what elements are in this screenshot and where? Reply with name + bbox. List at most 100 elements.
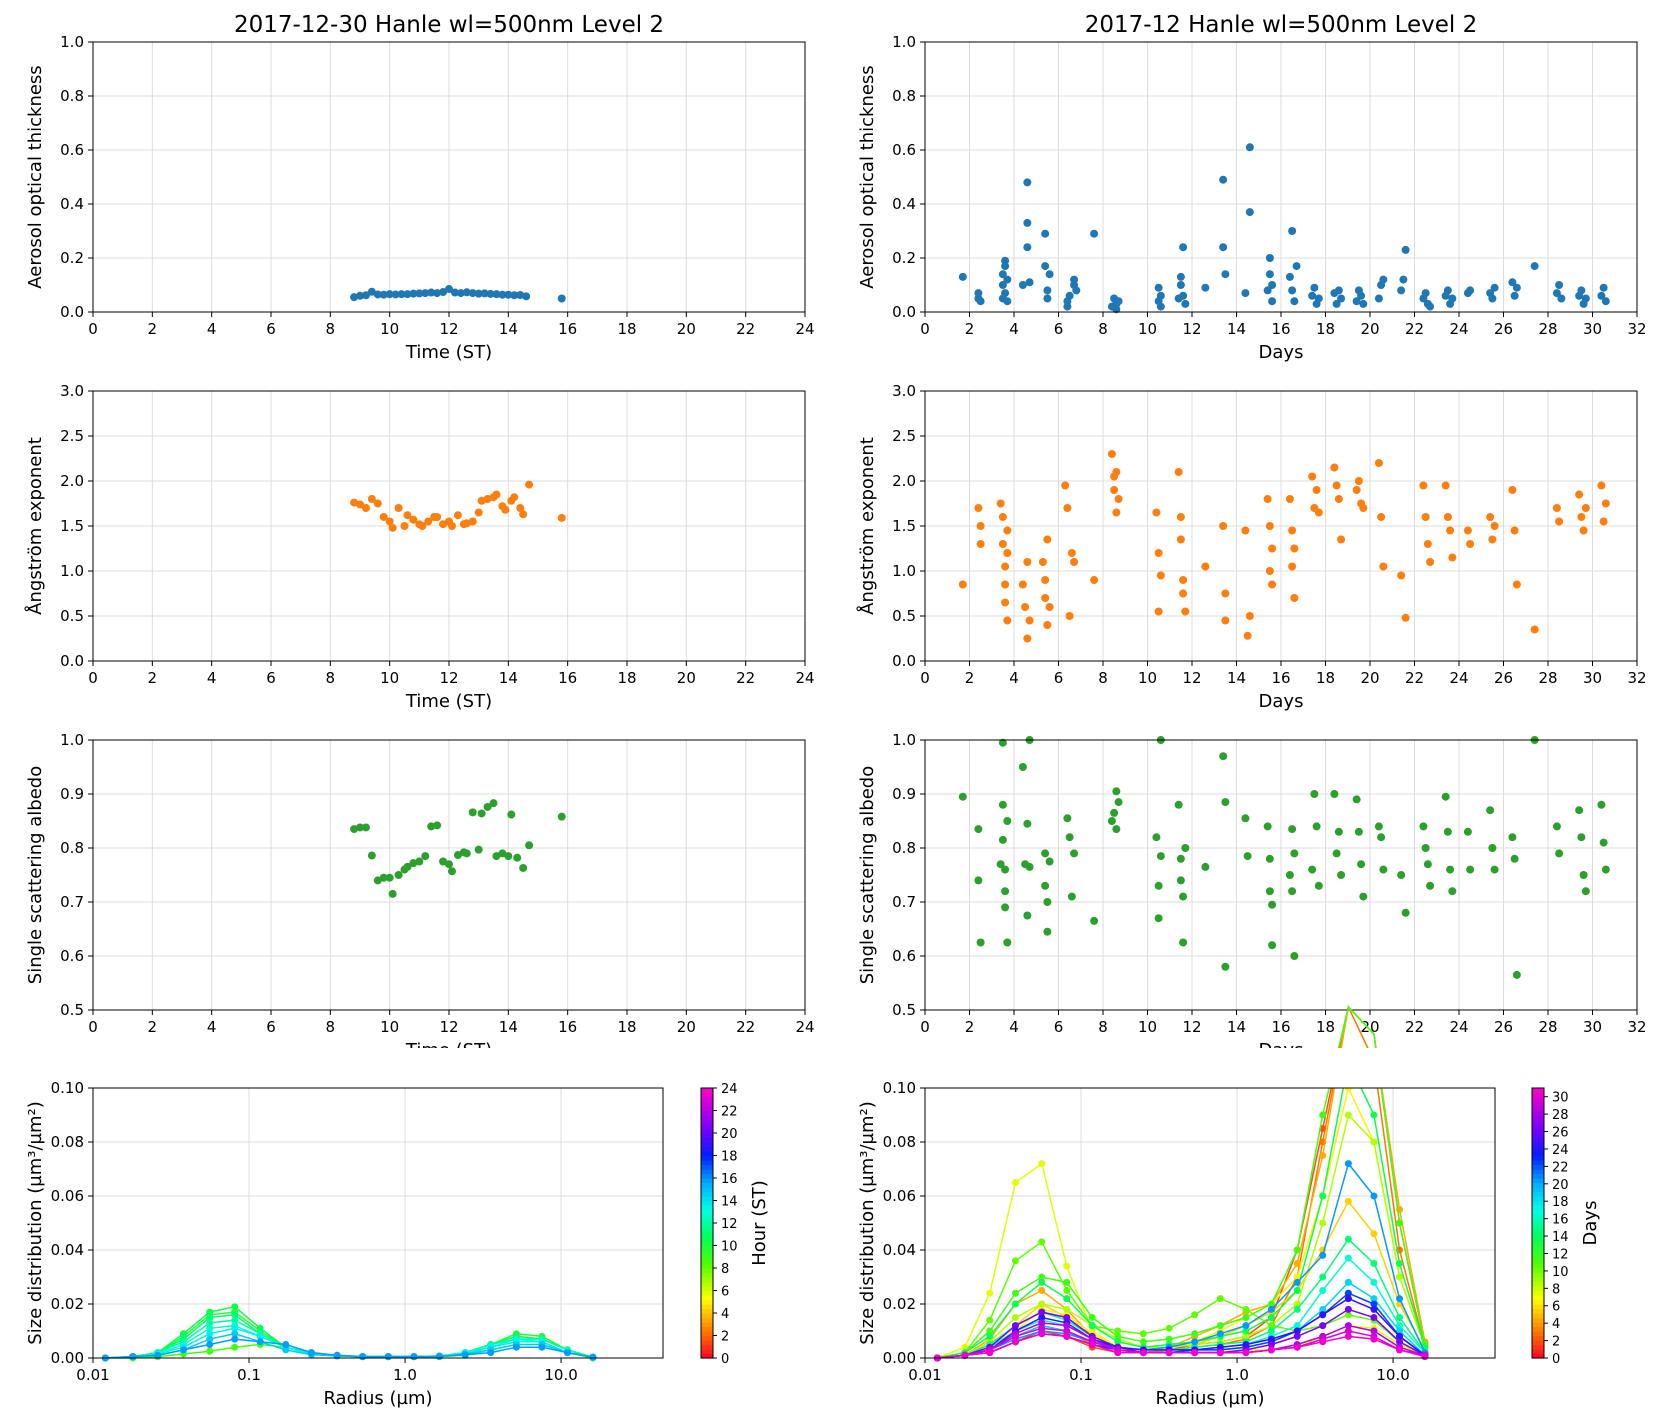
- data-point: [1552, 289, 1561, 298]
- data-point: [1219, 752, 1228, 761]
- data-point: [1063, 504, 1072, 512]
- series-point: [206, 1341, 214, 1348]
- data-marks: [958, 736, 1610, 979]
- x-tick-label: 2: [148, 669, 158, 687]
- data-point: [1308, 472, 1317, 481]
- data-point: [1597, 481, 1606, 490]
- data-point: [1359, 892, 1368, 901]
- data-point: [462, 849, 471, 858]
- data-point: [1308, 291, 1317, 300]
- data-point: [1441, 792, 1450, 801]
- colorbar-segment: [701, 1272, 713, 1278]
- series-point: [487, 1349, 495, 1357]
- data-point: [1488, 294, 1497, 303]
- data-point: [1003, 275, 1012, 284]
- data-point: [1154, 607, 1163, 616]
- data-point: [1359, 504, 1368, 512]
- colorbar-segment: [701, 1142, 713, 1148]
- series-point: [986, 1327, 994, 1335]
- colorbar-segment: [701, 1304, 713, 1310]
- colorbar-segment: [701, 1290, 713, 1296]
- series-point: [1038, 1287, 1046, 1294]
- data-point: [976, 522, 985, 530]
- x-tick-label: 18: [617, 1018, 636, 1036]
- colorbar-segment: [701, 1250, 713, 1256]
- series-point: [1319, 1251, 1327, 1259]
- y-tick-label: 0.08: [51, 1133, 84, 1151]
- clip-cover: [91, 1048, 665, 1088]
- data-point: [519, 863, 528, 872]
- colorbar-segment: [1532, 1196, 1544, 1202]
- colorbar-segment: [701, 1236, 713, 1242]
- colorbar-segment: [1532, 1187, 1544, 1193]
- data-marks: [101, 1303, 597, 1362]
- data-point: [433, 513, 442, 521]
- y-tick-label: 0.04: [883, 1241, 916, 1259]
- data-point: [498, 290, 507, 299]
- colorbar-segment: [701, 1173, 713, 1179]
- series-point: [564, 1349, 572, 1357]
- series-line: [937, 1058, 1426, 1359]
- y-tick-label: 1.0: [892, 33, 916, 51]
- y-tick-label: 1.5: [60, 517, 84, 535]
- series-point: [1319, 1152, 1327, 1159]
- x-tick-label: 32: [1627, 669, 1646, 687]
- data-point: [1241, 814, 1250, 823]
- data-point: [1067, 892, 1076, 901]
- series-point: [1063, 1295, 1071, 1303]
- series-point: [1293, 1343, 1301, 1351]
- series-point: [1396, 1314, 1404, 1321]
- clip-cover: [923, 1048, 1497, 1088]
- series-point: [986, 1316, 994, 1324]
- series-point: [1088, 1341, 1096, 1348]
- series-point: [1216, 1330, 1224, 1338]
- x-tick-label: 8: [326, 320, 336, 338]
- colorbar-segment: [1532, 1137, 1544, 1143]
- data-marks: [933, 1004, 1429, 1362]
- x-tick-label: 2: [148, 320, 158, 338]
- grid-lines: [925, 740, 1637, 1010]
- y-tick-label: 2.0: [892, 472, 916, 490]
- data-point: [1221, 270, 1230, 279]
- colorbar-segment: [1532, 1344, 1544, 1350]
- data-point: [1510, 854, 1519, 863]
- colorbar-segment: [1532, 1092, 1544, 1098]
- series-point: [1191, 1330, 1199, 1338]
- x-tick-label: 14: [499, 320, 518, 338]
- x-tick-label: 0: [88, 320, 98, 338]
- x-axis-label: Time (ST): [405, 691, 492, 712]
- data-point: [1374, 822, 1383, 831]
- colorbar-segment: [701, 1088, 713, 1094]
- colorbar-segment: [1532, 1205, 1544, 1211]
- y-tick-label: 0.10: [51, 1079, 84, 1097]
- colorbar-tick-label: 24: [1552, 1143, 1569, 1158]
- data-point: [356, 823, 364, 832]
- colorbar-tick-label: 10: [721, 1240, 738, 1255]
- colorbar-tick-label: 14: [721, 1195, 738, 1210]
- x-tick-label: 4: [207, 669, 217, 687]
- colorbar-segment: [701, 1146, 713, 1152]
- data-point: [1265, 567, 1274, 575]
- data-point: [1601, 297, 1610, 306]
- data-point: [474, 289, 483, 298]
- data-point: [1581, 887, 1590, 896]
- colorbar-segment: [1532, 1191, 1544, 1197]
- data-marks: [958, 450, 1610, 643]
- series-point: [1165, 1324, 1173, 1332]
- x-tick-label: 2: [965, 1018, 975, 1036]
- series-point: [1370, 1278, 1378, 1286]
- data-point: [1397, 871, 1406, 879]
- data-point: [1290, 544, 1299, 553]
- colorbar-segment: [1532, 1146, 1544, 1152]
- series-point: [1242, 1327, 1250, 1335]
- data-point: [1490, 522, 1499, 530]
- series-point: [1038, 1300, 1046, 1308]
- series-point: [1344, 1278, 1352, 1286]
- colorbar-segment: [701, 1259, 713, 1265]
- data-point: [1552, 822, 1561, 831]
- data-marks: [350, 480, 566, 532]
- y-axis-label: Size distribution (µm³/µm²): [857, 1101, 878, 1344]
- x-tick-label: 0: [88, 669, 98, 687]
- series-point: [1370, 1111, 1378, 1119]
- data-point: [1245, 612, 1254, 620]
